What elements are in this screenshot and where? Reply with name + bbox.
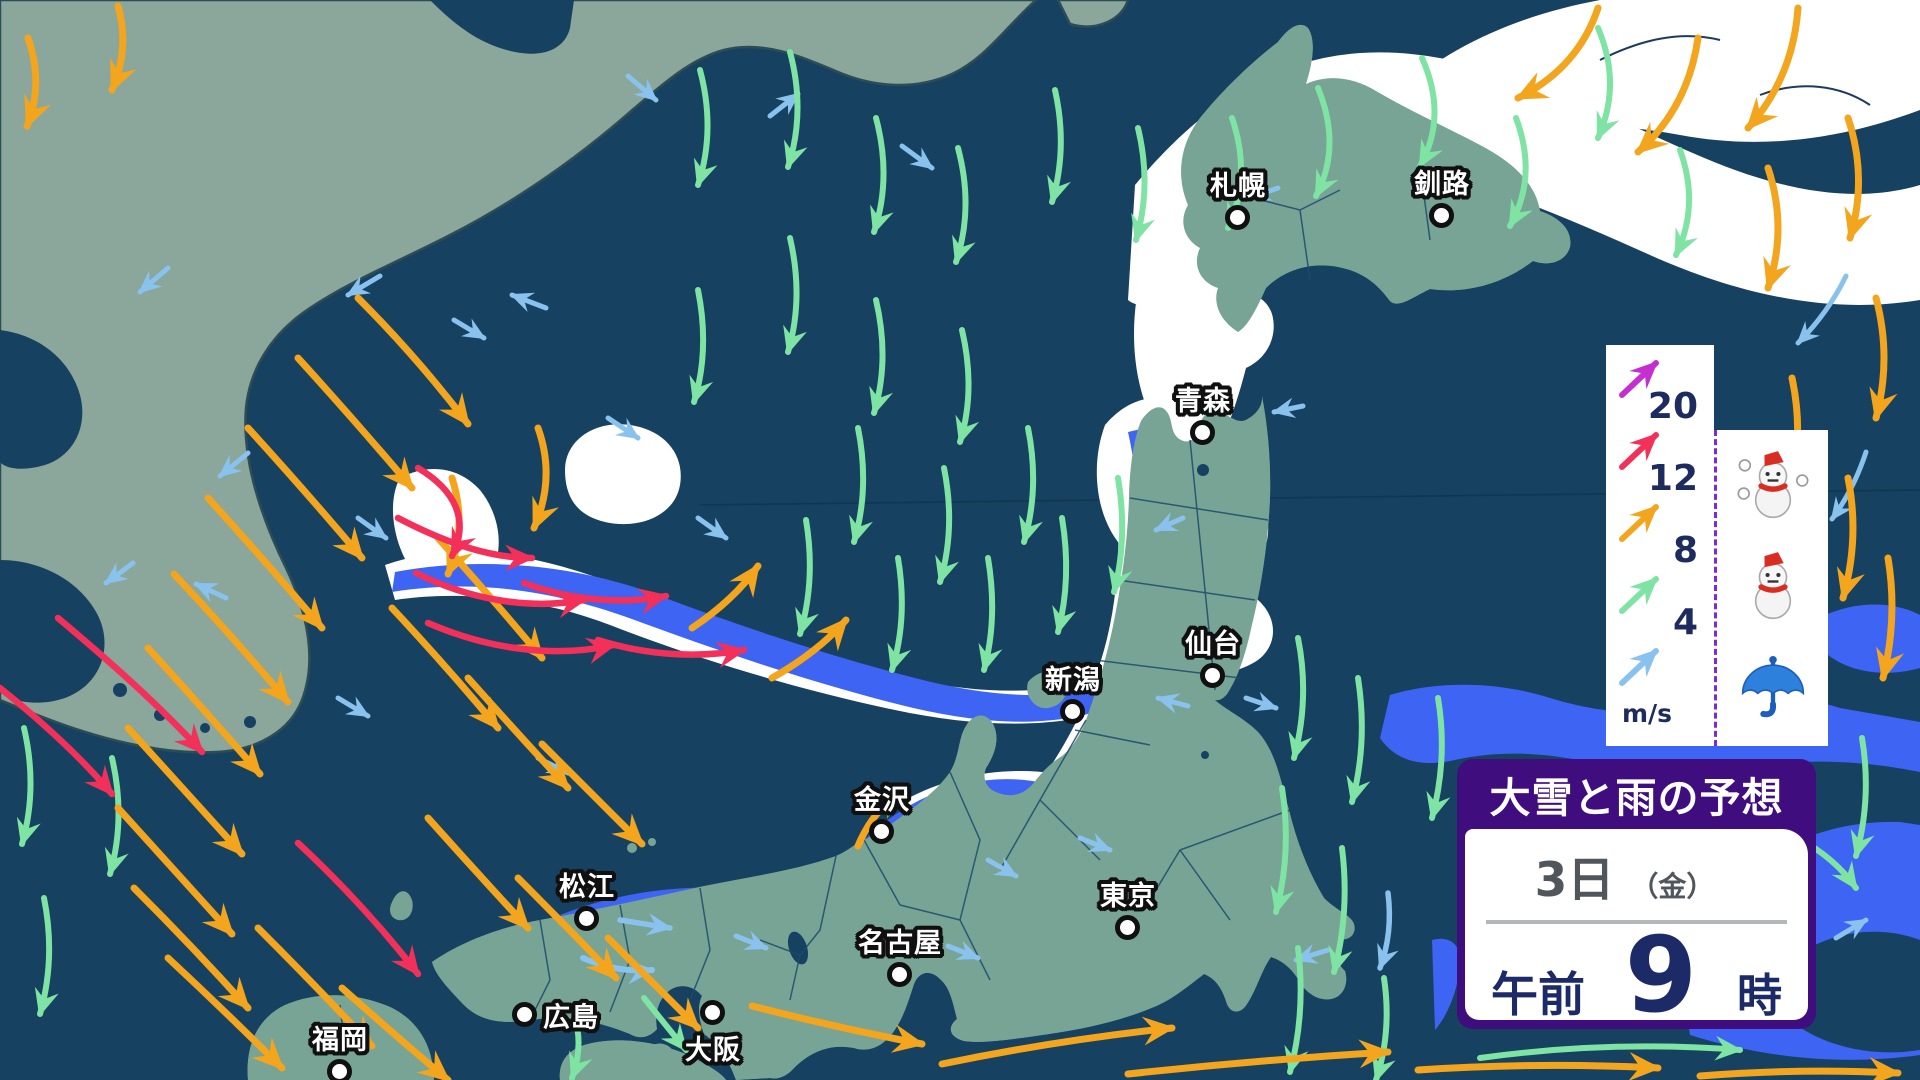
wind-speed-label: 8 bbox=[1672, 530, 1698, 571]
wind-arrow-12 bbox=[1606, 421, 1714, 477]
wind-speed-label: 20 bbox=[1647, 386, 1698, 427]
snow-icon bbox=[1754, 552, 1791, 620]
lakes bbox=[787, 174, 1422, 965]
time-hour: 9 bbox=[1624, 914, 1698, 1020]
sado-island bbox=[1027, 671, 1067, 709]
date-day: 3日 bbox=[1534, 853, 1615, 908]
wind-arrow-8 bbox=[1606, 493, 1714, 549]
wind-speed-label: 12 bbox=[1647, 458, 1698, 499]
panel-title: 大雪と雨の予想 bbox=[1489, 774, 1784, 822]
weather-type-legend bbox=[1714, 430, 1828, 746]
panel-body: 3日 （金） 午前 9 時 bbox=[1465, 829, 1808, 1020]
forecast-time: 午前 9 時 bbox=[1465, 914, 1808, 1020]
wind-unit-label: m/s bbox=[1622, 699, 1673, 728]
wind-speed-label: 4 bbox=[1672, 602, 1698, 643]
wind-arrow-20 bbox=[1606, 349, 1714, 405]
date-weekday: （金） bbox=[1630, 870, 1715, 903]
wind-arrows-4ms bbox=[16, 25, 1875, 1080]
time-period: 午前 bbox=[1491, 968, 1585, 1020]
forecast-info-panel: 大雪と雨の予想 3日 （金） 午前 9 時 bbox=[1457, 759, 1816, 1029]
wind-arrows-12ms bbox=[0, 464, 748, 978]
rain-icon bbox=[1741, 656, 1804, 718]
forecast-date: 3日 （金） bbox=[1465, 841, 1796, 910]
prefecture-borders bbox=[339, 165, 1431, 1051]
panel-divider bbox=[1485, 920, 1788, 924]
wind-arrow-4 bbox=[1606, 565, 1714, 621]
wind-speed-legend: 20 12 8 4 m/s bbox=[1606, 345, 1714, 746]
time-hour-unit: 時 bbox=[1736, 969, 1782, 1020]
heavy-snow-icon bbox=[1737, 450, 1808, 518]
wind-arrow-light bbox=[1606, 637, 1714, 693]
wind-arrows-8ms bbox=[23, 2, 1905, 1080]
